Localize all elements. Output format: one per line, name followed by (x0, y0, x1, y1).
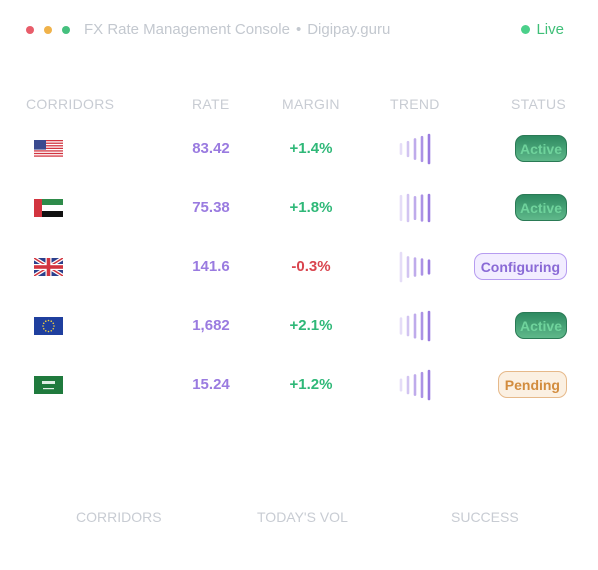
minimize-window-dot[interactable] (44, 26, 52, 34)
column-header-corridors[interactable]: CORRIDORS (26, 96, 115, 112)
rate-value: 83.42 (192, 140, 230, 157)
margin-value: +1.4% (289, 140, 333, 157)
saudi-flag-icon (34, 376, 63, 394)
status-badge[interactable]: Active (515, 312, 567, 339)
margin-value: +1.2% (289, 376, 333, 393)
trend-sparkline (396, 129, 436, 169)
footer-label-corridors: CORRIDORS (76, 509, 162, 525)
trend-sparkline (396, 365, 436, 405)
trend-sparkline (396, 188, 436, 228)
status-badge[interactable]: Active (515, 135, 567, 162)
status-badge[interactable]: Configuring (473, 253, 567, 280)
footer-label-todays-vol: TODAY'S VOL (257, 509, 348, 525)
column-header-margin[interactable]: MARGIN (282, 96, 340, 112)
status-badge[interactable]: Active (515, 194, 567, 221)
table-row[interactable]: 83.42 +1.4% Active (0, 129, 598, 169)
live-status-dot-icon (521, 25, 531, 34)
rate-value: 141.6 (192, 258, 230, 275)
margin-value: +2.1% (289, 317, 333, 334)
table-row[interactable]: 1,682 +2.1% Active (0, 306, 598, 346)
uae-flag-icon (34, 199, 63, 217)
table-row[interactable]: 15.24 +1.2% Pending (0, 365, 598, 405)
column-header-trend: TREND (390, 96, 440, 112)
title-separator: • (295, 21, 302, 38)
window-titlebar: FX Rate Management Console • Digipay.guru … (0, 0, 598, 62)
close-window-dot[interactable] (26, 26, 34, 34)
live-status-label: Live (536, 21, 564, 38)
trend-sparkline (396, 306, 436, 346)
window-title: FX Rate Management Console • Digipay.guru (84, 21, 390, 38)
trend-sparkline (396, 247, 436, 287)
column-header-rate[interactable]: RATE (192, 96, 230, 112)
eu-flag-icon (34, 317, 63, 335)
uk-flag-icon (32, 256, 65, 278)
margin-value: -0.3% (291, 258, 331, 275)
column-header-status[interactable]: STATUS (511, 96, 566, 112)
rate-value: 1,682 (192, 317, 230, 334)
rate-value: 15.24 (192, 376, 230, 393)
rate-value: 75.38 (192, 199, 230, 216)
status-badge[interactable]: Pending (497, 371, 567, 398)
table-row[interactable]: 75.38 +1.8% Active (0, 188, 598, 228)
us-flag-icon (34, 140, 63, 158)
footer-label-success: SUCCESS (451, 509, 519, 525)
table-header: CORRIDORS RATE MARGIN TREND STATUS (0, 96, 598, 114)
margin-value: +1.8% (289, 199, 333, 216)
table-row[interactable]: 141.6 -0.3% Configuring (0, 247, 598, 287)
maximize-window-dot[interactable] (62, 26, 70, 34)
live-indicator: Live (521, 21, 564, 38)
app-title: FX Rate Management Console (84, 21, 290, 38)
app-domain: Digipay.guru (307, 21, 391, 38)
